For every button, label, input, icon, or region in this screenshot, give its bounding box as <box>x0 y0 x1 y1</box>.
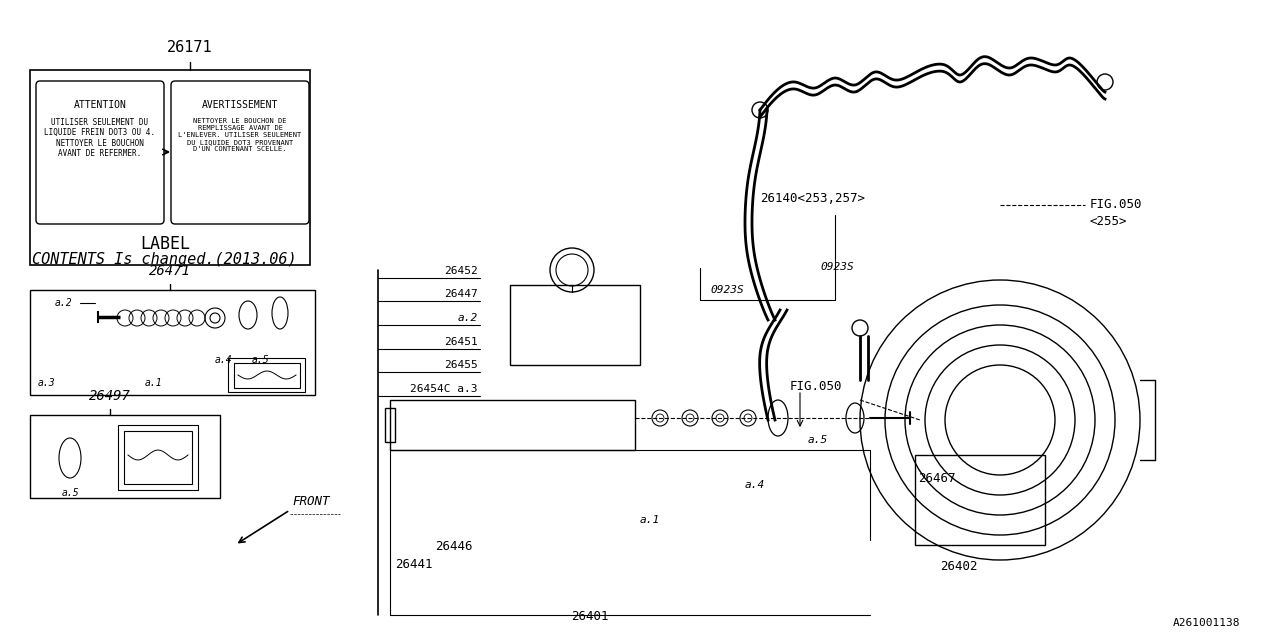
Text: a.5: a.5 <box>252 355 270 365</box>
Text: ATTENTION: ATTENTION <box>73 100 127 110</box>
Text: a.5: a.5 <box>61 488 79 498</box>
Text: a.1: a.1 <box>145 378 163 388</box>
Text: 26140<253,257>: 26140<253,257> <box>760 192 865 205</box>
Text: 26171: 26171 <box>168 40 212 55</box>
Text: 26446: 26446 <box>435 540 472 553</box>
Text: a.2: a.2 <box>55 298 73 308</box>
Text: 26497: 26497 <box>90 389 131 403</box>
Text: a.4: a.4 <box>745 480 765 490</box>
Text: a.3: a.3 <box>38 378 55 388</box>
Bar <box>29 70 310 265</box>
Text: 26401: 26401 <box>571 610 609 623</box>
Bar <box>915 455 1044 545</box>
Text: 0923S: 0923S <box>710 285 744 295</box>
Text: a.5: a.5 <box>808 435 828 445</box>
Text: LABEL: LABEL <box>140 235 189 253</box>
Bar <box>385 408 396 442</box>
Text: UTILISER SEULEMENT DU
LIQUIDE FREIN DOT3 OU 4.
NETTOYER LE BOUCHON
AVANT DE REFE: UTILISER SEULEMENT DU LIQUIDE FREIN DOT3… <box>45 118 155 158</box>
Text: FIG.050: FIG.050 <box>1091 198 1143 211</box>
Text: 26452: 26452 <box>444 266 477 276</box>
Text: a.2: a.2 <box>458 313 477 323</box>
Text: 26455: 26455 <box>444 360 477 370</box>
Text: A261001138: A261001138 <box>1172 618 1240 628</box>
Bar <box>124 431 192 484</box>
Text: a.1: a.1 <box>640 515 660 525</box>
Text: NETTOYER LE BOUCHON DE
REMPLISSAGE AVANT DE
L'ENLEVER. UTILISER SEULEMENT
DU LIQ: NETTOYER LE BOUCHON DE REMPLISSAGE AVANT… <box>178 118 302 152</box>
Text: 26471: 26471 <box>148 264 191 278</box>
Bar <box>228 358 305 392</box>
Bar <box>29 290 315 395</box>
Text: AVERTISSEMENT: AVERTISSEMENT <box>202 100 278 110</box>
Text: FIG.050: FIG.050 <box>790 380 842 393</box>
Text: 26402: 26402 <box>940 560 978 573</box>
Text: 0923S: 0923S <box>820 262 854 272</box>
Bar <box>390 400 635 450</box>
Bar <box>234 363 300 388</box>
Text: 26454C a.3: 26454C a.3 <box>411 384 477 394</box>
Text: <255>: <255> <box>1091 215 1128 228</box>
Text: 26451: 26451 <box>444 337 477 347</box>
Bar <box>509 285 640 365</box>
Bar <box>29 415 220 498</box>
Text: a.4: a.4 <box>215 355 233 365</box>
Text: CONTENTS Is changed.(2013.06): CONTENTS Is changed.(2013.06) <box>32 252 297 267</box>
Text: FRONT: FRONT <box>292 495 329 508</box>
Bar <box>118 425 198 490</box>
Text: 26441: 26441 <box>396 558 433 571</box>
Text: 26447: 26447 <box>444 289 477 299</box>
Text: 26467: 26467 <box>918 472 955 485</box>
